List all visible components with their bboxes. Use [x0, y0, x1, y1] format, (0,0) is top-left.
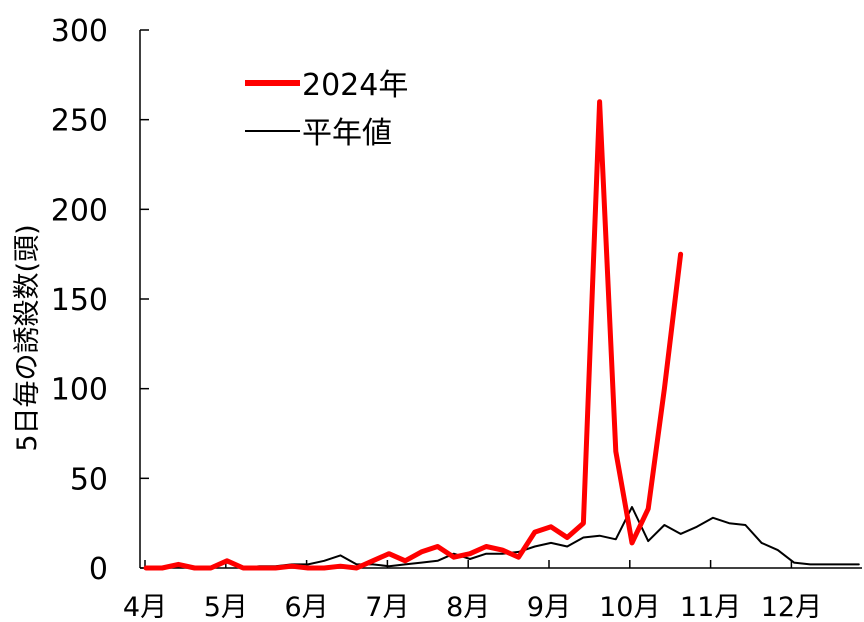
y-tick-label: 0	[89, 552, 108, 587]
x-ticks: 4月 5月 6月 7月 8月 9月 10月 11月 12月	[123, 560, 822, 622]
y-tick-label: 150	[51, 283, 108, 318]
x-tick-label: 10月	[599, 592, 660, 622]
x-tick-label: 12月	[761, 592, 822, 622]
x-tick-label: 11月	[680, 592, 741, 622]
legend: 2024年 平年値	[245, 68, 408, 151]
y-tick-label: 250	[51, 104, 108, 139]
y-axis-label: 5日毎の誘殺数(頭)	[12, 224, 43, 451]
y-tick-label: 300	[51, 14, 108, 49]
y-ticks: 0 50 100 150 200 250 300	[51, 14, 149, 587]
x-tick-label: 9月	[527, 592, 571, 622]
y-tick-label: 200	[51, 193, 108, 228]
x-tick-label: 4月	[123, 592, 167, 622]
y-tick-label: 100	[51, 373, 108, 408]
x-tick-label: 8月	[446, 592, 490, 622]
legend-label-2024: 2024年	[302, 68, 408, 103]
series-line-2024	[143, 99, 684, 571]
series-group	[143, 99, 860, 571]
x-tick-label: 6月	[285, 592, 329, 622]
legend-label-normal: 平年値	[302, 116, 392, 151]
plot-area: 0 50 100 150 200 250 300 4月 5月 6月 7月 8月 9月 10月 11月 12月	[51, 14, 862, 622]
x-tick-label: 5月	[204, 592, 248, 622]
series-line-normal	[145, 506, 860, 569]
x-tick-label: 7月	[365, 592, 409, 622]
y-tick-label: 50	[70, 462, 108, 497]
